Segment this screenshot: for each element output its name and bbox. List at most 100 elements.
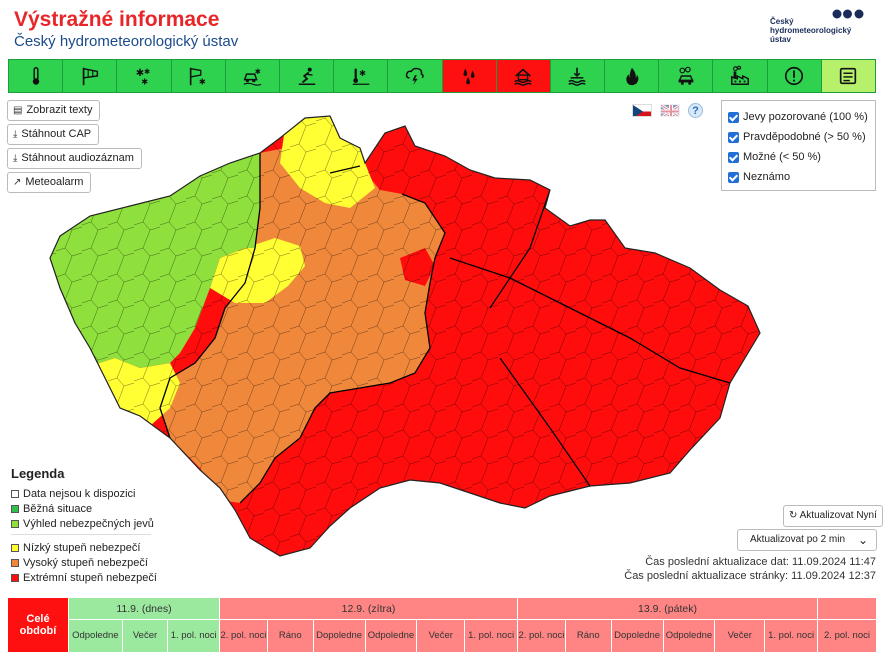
slot-button[interactable]: 2. pol. noci — [220, 620, 268, 652]
checkbox-checked-icon[interactable] — [728, 131, 739, 143]
legend-item-no-data: Data nejsou k dispozici — [11, 486, 157, 501]
legend-divider — [11, 534, 151, 540]
show-texts-button[interactable]: ▤ Zobrazit texty — [7, 100, 101, 121]
filter-label: Jevy pozorované (100 %) — [743, 111, 868, 123]
phen-water-level[interactable] — [551, 60, 606, 92]
logo-dots-icon — [832, 9, 864, 19]
logo-text-1: Český — [770, 17, 794, 26]
slot-button[interactable]: Odpoledne — [69, 620, 123, 652]
slot-button[interactable]: Večer — [417, 620, 466, 652]
slot-button[interactable]: Odpoledne — [663, 620, 716, 652]
phen-slippery[interactable] — [280, 60, 335, 92]
day-today: 11.9. (dnes) Odpoledne Večer 1. pol. noc… — [69, 598, 220, 652]
logo-text-2: hydrometeorologický — [770, 26, 852, 35]
day-next: 2. pol. noci — [818, 598, 876, 652]
checkbox-checked-icon[interactable] — [728, 171, 739, 183]
svg-text:✱: ✱ — [141, 76, 148, 86]
language-switch: ? — [632, 103, 703, 118]
checkbox-checked-icon[interactable] — [728, 151, 739, 163]
filter-label: Pravděpodobné (> 50 %) — [743, 131, 866, 143]
phen-frost[interactable]: ✱ — [334, 60, 389, 92]
czech-flag-icon[interactable] — [632, 104, 652, 117]
thunderstorm-icon — [405, 67, 424, 86]
slot-button[interactable]: Dopoledne — [313, 620, 366, 652]
time-period-selector: Celé období 11.9. (dnes) Odpoledne Večer… — [8, 598, 876, 652]
slot-button[interactable]: Odpoledne — [365, 620, 418, 652]
filter-observed[interactable]: Jevy pozorované (100 %) — [728, 107, 869, 127]
phen-temperature[interactable] — [9, 60, 64, 92]
phen-industry[interactable] — [713, 60, 768, 92]
phen-smog[interactable] — [659, 60, 714, 92]
wind-flag-icon — [82, 67, 98, 86]
filter-label: Možné (< 50 %) — [743, 151, 821, 163]
legend-swatch — [11, 519, 19, 528]
snow-icon: ✱ ✱✱ — [136, 67, 150, 86]
chmi-logo[interactable]: Český hydrometeorologický ústav — [770, 8, 875, 48]
phen-snow[interactable]: ✱ ✱ ✱ — [117, 60, 172, 92]
data-update-time: Čas poslední aktualizace dat: 11.09.2024… — [645, 556, 876, 568]
day-label[interactable]: 13.9. (pátek) — [518, 598, 817, 620]
slot-button[interactable]: Večer — [715, 620, 766, 652]
svg-text:✱: ✱ — [136, 68, 144, 79]
meteoalarm-label: Meteoalarm — [25, 176, 84, 188]
legend-title: Legenda — [11, 466, 65, 481]
filter-probable[interactable]: Pravděpodobné (> 50 %) — [728, 127, 869, 147]
phen-wind[interactable] — [63, 60, 118, 92]
svg-text:✱: ✱ — [144, 67, 150, 76]
warning-map[interactable] — [30, 108, 810, 563]
chevron-down-icon: ⌄ — [857, 533, 868, 547]
phen-flood[interactable] — [496, 60, 551, 92]
day-tomorrow: 12.9. (zítra) 2. pol. noci Ráno Dopoledn… — [220, 598, 518, 652]
refresh-interval-select[interactable]: Aktualizovat po 2 min ⌄ — [737, 529, 877, 551]
download-cap-button[interactable]: ⤓ Stáhnout CAP — [7, 124, 100, 145]
legend-label: Extrémní stupeň nebezpečí — [23, 571, 157, 584]
slot-button[interactable]: 1. pol. noci — [168, 620, 219, 652]
svg-text:✱: ✱ — [199, 76, 206, 86]
slippery-icon — [298, 67, 315, 85]
whole-period-button[interactable]: Celé období — [8, 598, 69, 652]
day-label[interactable]: 12.9. (zítra) — [220, 598, 517, 620]
factory-icon — [731, 65, 750, 85]
phen-text-list[interactable] — [821, 60, 875, 92]
checkbox-checked-icon[interactable] — [728, 111, 739, 123]
text-list-icon — [840, 67, 857, 85]
phen-snowstorm[interactable]: ✱ — [172, 60, 226, 92]
refresh-now-button[interactable]: ↻ Aktualizovat Nyní — [783, 505, 883, 527]
day-label[interactable]: 11.9. (dnes) — [69, 598, 219, 620]
download-audio-button[interactable]: ⤓ Stáhnout audiozáznam — [7, 148, 142, 169]
phen-rain[interactable] — [442, 60, 497, 92]
phen-fire[interactable] — [605, 60, 660, 92]
phen-thunderstorm[interactable] — [388, 60, 443, 92]
phen-warning[interactable] — [768, 60, 822, 92]
slot-button[interactable]: 1. pol. noci — [765, 620, 817, 652]
slot-button[interactable]: Ráno — [267, 620, 314, 652]
page-subtitle: Český hydrometeorologický ústav — [14, 33, 239, 50]
help-icon[interactable]: ? — [688, 103, 703, 118]
refresh-label: Aktualizovat Nyní — [799, 510, 877, 521]
water-level-icon — [568, 67, 587, 86]
filter-unknown[interactable]: Neznámo — [728, 167, 869, 187]
slot-button[interactable]: Ráno — [565, 620, 612, 652]
legend-item-outlook: Výhled nebezpečných jevů — [11, 516, 157, 531]
phen-icy-road[interactable]: ✱ — [226, 60, 280, 92]
slot-button[interactable]: Večer — [122, 620, 169, 652]
legend-label: Běžná situace — [23, 502, 93, 515]
english-flag-icon[interactable] — [660, 104, 680, 117]
rain-icon — [463, 68, 475, 85]
legend: Data nejsou k dispozici Běžná situace Vý… — [11, 486, 157, 585]
slot-button[interactable]: Dopoledne — [611, 620, 664, 652]
text-list-icon: ▤ — [13, 105, 23, 116]
phenomena-toolbar: ✱ ✱ ✱ ✱ ✱ ✱ — [8, 59, 876, 93]
frost-icon: ✱ — [352, 68, 369, 85]
legend-swatch — [11, 543, 19, 552]
day-label[interactable] — [818, 598, 876, 620]
legend-item-low: Nízký stupeň nebezpečí — [11, 540, 157, 555]
slot-button[interactable]: 1. pol. noci — [465, 620, 518, 652]
svg-text:✱: ✱ — [359, 68, 366, 78]
slot-button[interactable]: 2. pol. noci — [518, 620, 566, 652]
filter-possible[interactable]: Možné (< 50 %) — [728, 147, 869, 167]
certainty-filter-panel: Jevy pozorované (100 %) Pravděpodobné (>… — [721, 100, 876, 191]
slot-button[interactable]: 2. pol. noci — [818, 620, 876, 652]
legend-swatch — [11, 504, 19, 513]
meteoalarm-button[interactable]: ↗ Meteoalarm — [7, 172, 92, 193]
